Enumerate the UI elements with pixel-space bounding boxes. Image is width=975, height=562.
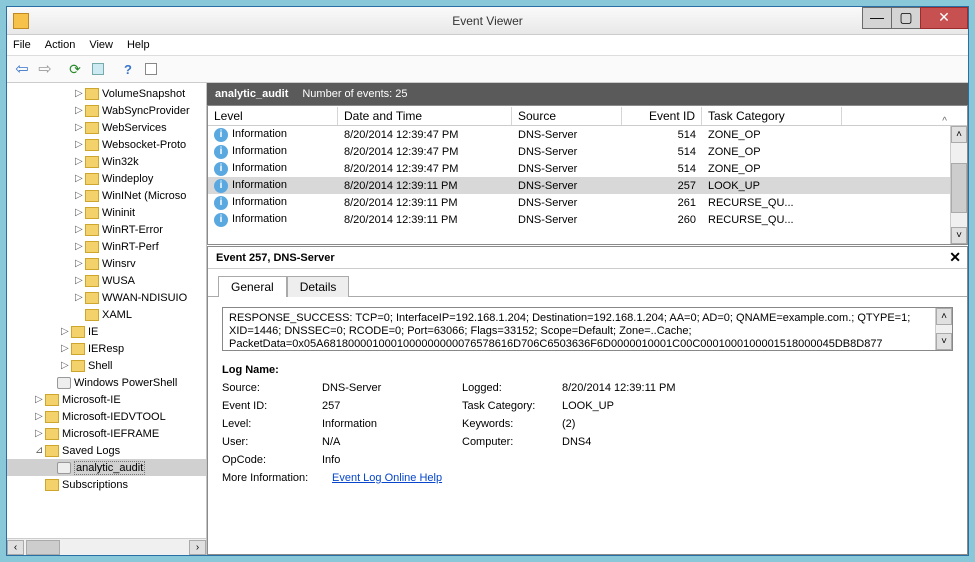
event-detail-pane: Event 257, DNS-Server ✕ General Details … [207,246,968,555]
tree-item[interactable]: Windows PowerShell [7,374,206,391]
event-row[interactable]: iInformation8/20/2014 12:39:11 PMDNS-Ser… [208,177,967,194]
val-taskcat: LOOK_UP [562,400,953,412]
event-row[interactable]: iInformation8/20/2014 12:39:11 PMDNS-Ser… [208,211,967,228]
lbl-level: Level: [222,418,322,430]
menubar: File Action View Help [7,35,968,55]
tree-item[interactable]: ▷WinRT-Perf [7,238,206,255]
col-eventid[interactable]: Event ID [622,107,702,125]
tree-h-scrollbar[interactable]: ‹› [7,538,206,555]
tree-item[interactable]: ▷VolumeSnapshot [7,85,206,102]
titlebar[interactable]: Event Viewer — ▢ ✕ [7,7,968,35]
val-keywords: (2) [562,418,953,430]
lbl-computer: Computer: [462,436,562,448]
window-title: Event Viewer [452,14,522,28]
tree-pane[interactable]: ▷VolumeSnapshot▷WabSyncProvider▷WebServi… [7,83,207,555]
lbl-moreinfo: More Information: [222,472,332,484]
val-source: DNS-Server [322,382,462,394]
lbl-source: Source: [222,382,322,394]
event-count: Number of events: 25 [302,88,407,100]
detail-title: Event 257, DNS-Server [216,252,335,264]
tree-item[interactable]: ▷Shell [7,357,206,374]
tree-item[interactable]: ▷IE [7,323,206,340]
lbl-opcode: OpCode: [222,454,322,466]
refresh-icon[interactable]: ⟳ [64,58,86,80]
menu-action[interactable]: Action [45,39,76,51]
help-icon[interactable]: ? [117,58,139,80]
log-name: analytic_audit [215,88,288,100]
event-grid[interactable]: Level Date and Time Source Event ID Task… [207,105,968,245]
lbl-user: User: [222,436,322,448]
msg-scroll[interactable]: ˄˅ [935,308,952,350]
col-source[interactable]: Source [512,107,622,125]
tree-item[interactable]: ▷IEResp [7,340,206,357]
app-icon [13,13,29,29]
detail-close-button[interactable]: ✕ [949,249,961,266]
minimize-button[interactable]: — [862,7,892,29]
col-level[interactable]: Level [208,107,338,125]
detail-tabs: General Details [208,269,967,297]
back-button[interactable]: ⇦ [11,58,33,80]
event-row[interactable]: iInformation8/20/2014 12:39:11 PMDNS-Ser… [208,194,967,211]
lbl-eventid: Event ID: [222,400,322,412]
val-opcode: Info [322,454,462,466]
tree-item[interactable]: Subscriptions [7,476,206,493]
lbl-keywords: Keywords: [462,418,562,430]
tree-item[interactable]: ▷WinRT-Error [7,221,206,238]
tree-item[interactable]: ▷WebServices [7,119,206,136]
tree-item[interactable]: ▷WabSyncProvider [7,102,206,119]
event-row[interactable]: iInformation8/20/2014 12:39:47 PMDNS-Ser… [208,160,967,177]
tree-item[interactable]: analytic_audit [7,459,206,476]
event-message[interactable]: RESPONSE_SUCCESS: TCP=0; InterfaceIP=192… [222,307,953,351]
tree-item[interactable]: ▷Win32k [7,153,206,170]
lbl-logged: Logged: [462,382,562,394]
tree-item[interactable]: ▷Wininit [7,204,206,221]
menu-help[interactable]: Help [127,39,150,51]
toolbar: ⇦ ⇨ ⟳ ? [7,55,968,83]
tree-item[interactable]: ▷Microsoft-IEDVTOOL [7,408,206,425]
event-viewer-window: Event Viewer — ▢ ✕ File Action View Help… [6,6,969,556]
tree-item[interactable]: ▷Websocket-Proto [7,136,206,153]
find-icon[interactable] [140,58,162,80]
grid-v-scrollbar[interactable]: ˄˅ [950,126,967,244]
tree-item[interactable]: XAML [7,306,206,323]
tree-item[interactable]: ▷WWAN-NDISUIO [7,289,206,306]
val-computer: DNS4 [562,436,953,448]
forward-button[interactable]: ⇨ [34,58,56,80]
close-button[interactable]: ✕ [920,7,968,29]
col-date[interactable]: Date and Time [338,107,512,125]
lbl-taskcat: Task Category: [462,400,562,412]
link-online-help[interactable]: Event Log Online Help [332,472,442,484]
menu-view[interactable]: View [89,39,113,51]
val-logged: 8/20/2014 12:39:11 PM [562,382,953,394]
properties-icon[interactable] [87,58,109,80]
log-header: analytic_audit Number of events: 25 [207,83,968,105]
tree-item[interactable]: ▷Winsrv [7,255,206,272]
tree-item[interactable]: ⊿Saved Logs [7,442,206,459]
menu-file[interactable]: File [13,39,31,51]
tree-item[interactable]: ▷WinINet (Microso [7,187,206,204]
tree-item[interactable]: ▷WUSA [7,272,206,289]
event-row[interactable]: iInformation8/20/2014 12:39:47 PMDNS-Ser… [208,143,967,160]
event-row[interactable]: iInformation8/20/2014 12:39:47 PMDNS-Ser… [208,126,967,143]
grid-header[interactable]: Level Date and Time Source Event ID Task… [208,106,967,126]
val-level: Information [322,418,462,430]
tree-item[interactable]: ▷Windeploy [7,170,206,187]
maximize-button[interactable]: ▢ [891,7,921,29]
tab-general[interactable]: General [218,276,287,297]
val-eventid: 257 [322,400,462,412]
tab-details[interactable]: Details [287,276,350,297]
val-user: N/A [322,436,462,448]
tree-item[interactable]: ▷Microsoft-IEFRAME [7,425,206,442]
tree-item[interactable]: ▷Microsoft-IE [7,391,206,408]
col-taskcat[interactable]: Task Category [702,107,842,125]
main-pane: analytic_audit Number of events: 25 Leve… [207,83,968,555]
